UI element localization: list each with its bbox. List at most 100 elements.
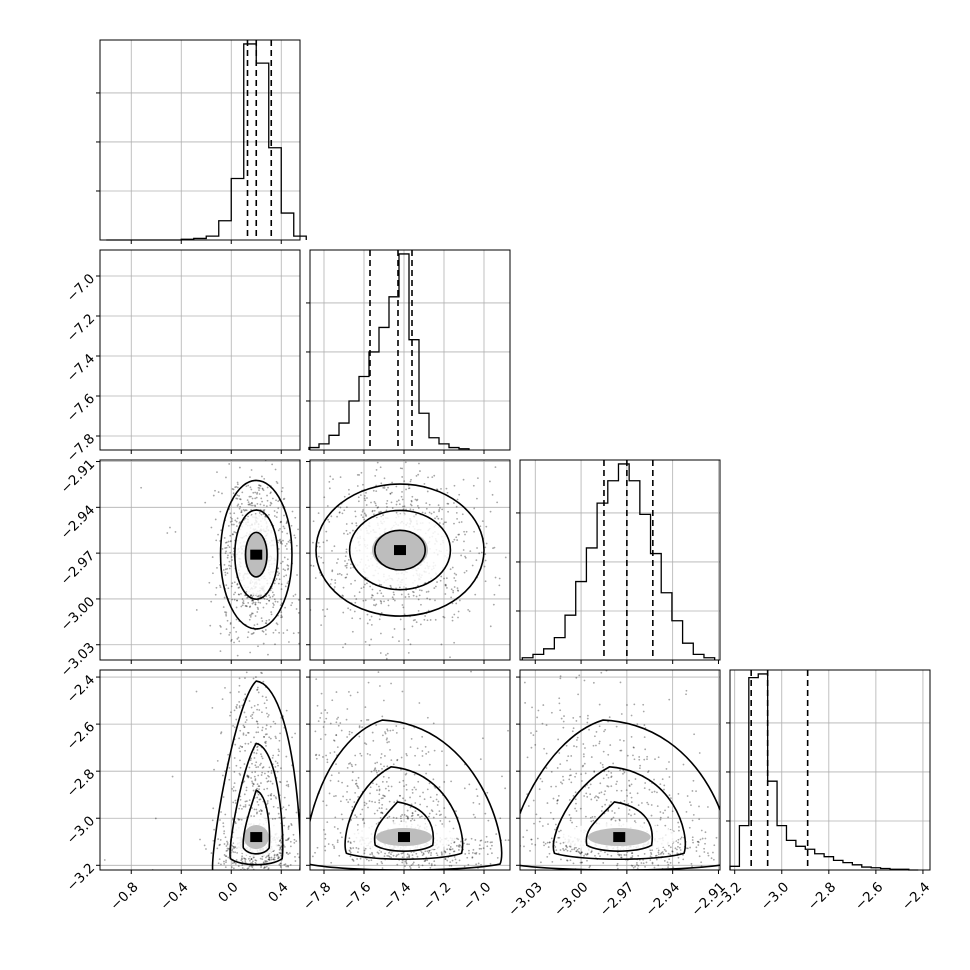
scatter-point: [373, 769, 376, 772]
scatter-point: [219, 843, 221, 846]
scatter-point: [287, 838, 290, 841]
scatter-point: [379, 763, 382, 766]
scatter-point: [322, 541, 325, 544]
scatter-point: [252, 631, 255, 634]
scatter-point: [414, 693, 416, 695]
scatter-point: [392, 854, 395, 857]
scatter-point: [361, 726, 364, 729]
scatter-point: [381, 803, 384, 806]
scatter-point: [244, 509, 247, 511]
scatter-point: [250, 469, 253, 471]
scatter-point: [356, 785, 359, 788]
scatter-point: [246, 731, 249, 734]
scatter-point: [251, 595, 254, 598]
scatter-point: [210, 852, 213, 854]
scatter-point: [589, 793, 592, 796]
scatter-point: [465, 530, 468, 533]
scatter-point: [241, 598, 244, 600]
scatter-point: [259, 808, 262, 811]
scatter-point: [269, 492, 272, 495]
scatter-point: [214, 489, 216, 492]
scatter-point: [443, 521, 446, 524]
scatter-point: [695, 846, 698, 849]
scatter-point: [701, 664, 703, 666]
scatter-point: [229, 711, 232, 714]
scatter-point: [260, 809, 263, 812]
scatter-point: [371, 853, 374, 856]
scatter-point: [268, 766, 271, 769]
scatter-point: [235, 649, 237, 651]
scatter-point: [623, 771, 626, 774]
scatter-point: [427, 609, 430, 612]
scatter-point: [374, 502, 377, 505]
scatter-point: [279, 839, 282, 841]
scatter-point: [247, 731, 250, 734]
scatter-point: [457, 589, 460, 592]
scatter-point: [246, 596, 249, 599]
scatter-point: [263, 629, 265, 631]
scatter-point: [246, 499, 249, 502]
scatter-point: [342, 586, 345, 589]
scatter-point: [260, 345, 262, 347]
scatter-point: [397, 853, 400, 856]
scatter-point: [276, 623, 279, 626]
scatter-point: [450, 588, 453, 591]
scatter-point: [142, 674, 144, 676]
scatter-point: [242, 663, 244, 665]
scatter-point: [279, 862, 282, 865]
scatter-point: [287, 567, 290, 570]
scatter-point: [304, 560, 306, 562]
scatter-point: [374, 801, 376, 804]
scatter-point: [364, 742, 366, 745]
scatter-point: [525, 573, 527, 575]
scatter-point: [419, 623, 422, 626]
scatter-point: [450, 596, 453, 599]
scatter-point: [255, 731, 258, 734]
scatter-point: [474, 816, 477, 819]
scatter-point: [336, 515, 338, 518]
scatter-point: [235, 859, 238, 861]
scatter-point: [241, 861, 244, 863]
scatter-point: [287, 873, 289, 875]
scatter-point: [481, 737, 484, 740]
scatter-point: [234, 799, 237, 802]
scatter-point: [305, 545, 307, 547]
scatter-point: [266, 802, 269, 805]
scatter-point: [467, 863, 470, 866]
scatter-point: [472, 813, 475, 816]
scatter-point: [627, 803, 630, 805]
scatter-point: [245, 509, 248, 512]
scatter-point: [346, 533, 349, 535]
scatter-point: [320, 590, 322, 592]
scatter-point: [242, 508, 245, 511]
scatter-point: [279, 852, 282, 854]
scatter-point: [364, 583, 366, 586]
scatter-point: [238, 772, 241, 775]
scatter-point: [244, 800, 247, 803]
scatter-point: [449, 568, 452, 571]
scatter-point: [370, 596, 373, 599]
scatter-point: [689, 801, 691, 804]
scatter-point: [231, 817, 234, 820]
scatter-point: [233, 709, 236, 712]
scatter-point: [338, 511, 341, 514]
scatter-point: [263, 508, 266, 511]
scatter-point: [294, 860, 297, 862]
scatter-point: [231, 849, 233, 852]
scatter-point: [326, 608, 329, 611]
scatter-point: [265, 619, 268, 622]
scatter-point: [457, 845, 460, 847]
scatter-point: [566, 846, 568, 849]
scatter-point: [345, 718, 348, 721]
scatter-point: [259, 764, 261, 766]
scatter-point: [272, 604, 275, 606]
scatter-point: [344, 564, 347, 567]
scatter-point: [399, 794, 402, 797]
scatter-point: [364, 599, 367, 602]
scatter-point: [247, 601, 250, 604]
scatter-point: [359, 494, 362, 497]
scatter-point: [356, 784, 358, 787]
scatter-point: [259, 857, 262, 860]
scatter-point: [564, 540, 566, 542]
scatter-point: [514, 821, 516, 823]
